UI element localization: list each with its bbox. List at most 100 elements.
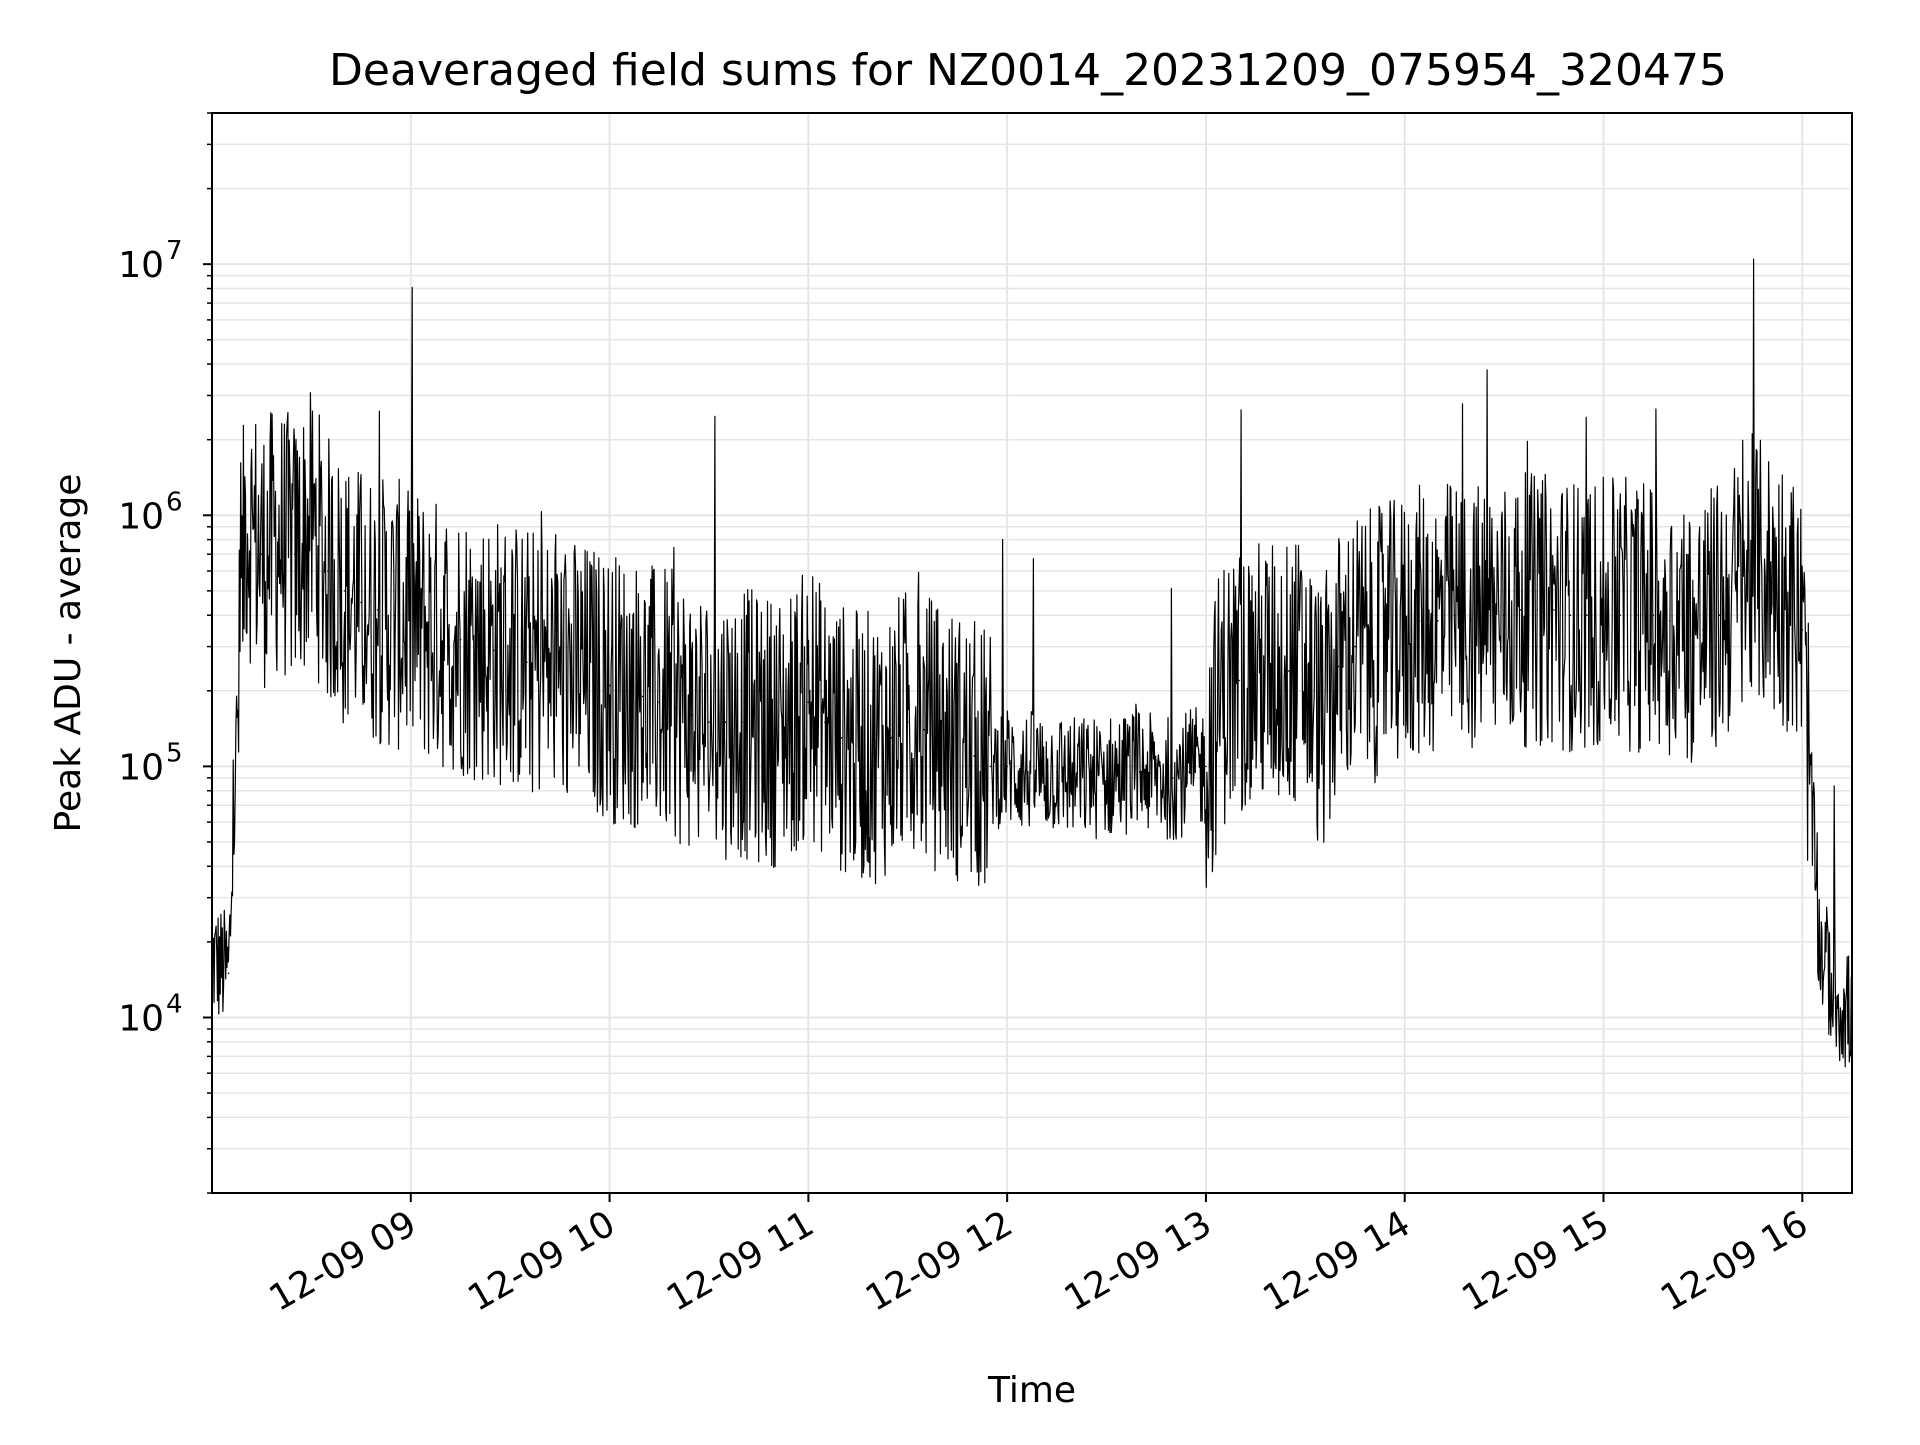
- series-point: [476, 645, 478, 648]
- series-point: [1553, 609, 1555, 611]
- series-point: [741, 721, 743, 723]
- series-point: [1685, 628, 1688, 631]
- series-point: [227, 972, 230, 975]
- series-point: [360, 601, 362, 604]
- series-point: [824, 721, 826, 723]
- y-tick-label: 10: [118, 747, 164, 788]
- series-point: [1619, 614, 1621, 617]
- series-point: [658, 701, 661, 704]
- y-tick-exponent: 6: [166, 487, 183, 517]
- series-point: [1784, 590, 1787, 592]
- series-point: [260, 553, 263, 555]
- series-point: [1635, 614, 1638, 617]
- y-tick-exponent: 5: [166, 738, 183, 768]
- series-point: [409, 619, 412, 622]
- series-point: [1089, 777, 1091, 779]
- series-point: [1586, 614, 1588, 617]
- series-point: [343, 590, 346, 592]
- series-point: [1718, 614, 1721, 617]
- x-axis-label: Time: [987, 1370, 1076, 1411]
- series-point: [592, 679, 594, 682]
- series-point: [1536, 609, 1539, 611]
- series-point: [1486, 614, 1489, 617]
- y-axis-label: Peak ADU - average: [48, 474, 89, 833]
- series-point: [1818, 941, 1820, 943]
- series-point: [1801, 628, 1804, 631]
- line-group: [211, 258, 1853, 1068]
- series-point: [1172, 777, 1174, 779]
- series-point: [310, 525, 313, 528]
- series-point: [724, 721, 727, 723]
- series-point: [1271, 674, 1274, 677]
- series-point: [1751, 570, 1754, 572]
- series-point: [575, 674, 578, 677]
- series-point: [525, 661, 528, 663]
- series-point: [1337, 665, 1340, 668]
- series-point: [1056, 771, 1058, 773]
- series-point: [1155, 777, 1158, 779]
- series-point: [1503, 614, 1505, 617]
- ticks: [203, 112, 1804, 1202]
- series-point: [1602, 614, 1605, 617]
- series-point: [542, 665, 545, 668]
- series-point: [1834, 996, 1837, 999]
- series-point: [376, 609, 379, 611]
- series-point: [1022, 771, 1025, 773]
- series-point: [277, 538, 280, 541]
- series-point: [459, 638, 462, 641]
- series-point: [757, 728, 760, 731]
- series-point: [1072, 777, 1075, 779]
- series-point: [708, 721, 710, 723]
- series-point: [1006, 765, 1008, 768]
- series-point: [1420, 619, 1423, 622]
- series-point: [774, 728, 777, 731]
- series-point: [1221, 689, 1224, 692]
- series-point: [1652, 614, 1655, 617]
- series-point: [1105, 777, 1108, 779]
- series-point: [675, 707, 677, 710]
- series-point: [906, 721, 909, 723]
- y-tick-label: 10: [118, 998, 164, 1039]
- y-tick-label: 10: [118, 496, 164, 537]
- chart-title: Deaveraged field sums for NZ0014_2023120…: [329, 45, 1727, 96]
- series-point: [1403, 628, 1406, 631]
- series-point: [989, 765, 992, 768]
- series-point: [393, 614, 396, 617]
- series-point: [890, 736, 892, 739]
- series-point: [443, 635, 445, 637]
- series-point: [625, 689, 627, 692]
- series-point: [1122, 771, 1124, 773]
- y-tick-exponent: 7: [166, 236, 183, 266]
- series-point: [691, 714, 694, 716]
- series-point: [1354, 645, 1356, 648]
- series-point: [1138, 771, 1141, 773]
- series-point: [1668, 619, 1671, 622]
- series-point: [1287, 670, 1290, 672]
- series-point: [940, 736, 942, 739]
- series-point: [426, 628, 429, 631]
- series-point: [327, 570, 329, 572]
- series-point: [294, 553, 296, 555]
- plot-frame: [211, 112, 1853, 1194]
- series-point: [492, 649, 495, 652]
- series-point: [790, 721, 793, 723]
- y-tick-exponent: 4: [166, 989, 183, 1019]
- y-tick-label: 10: [118, 245, 164, 286]
- series-point: [1254, 674, 1257, 677]
- series-point: [1470, 619, 1472, 622]
- series-point: [956, 745, 959, 748]
- series-point: [1569, 614, 1572, 617]
- series-point: [1453, 614, 1456, 617]
- series-point: [1304, 674, 1307, 677]
- series-point: [873, 745, 876, 748]
- series-point: [1321, 721, 1323, 723]
- series-line: [211, 258, 1853, 1068]
- series-point: [1387, 638, 1389, 641]
- series-point: [608, 684, 611, 687]
- series-point: [1370, 645, 1373, 648]
- series-point: [807, 701, 810, 704]
- series-point: [641, 695, 644, 698]
- series-point: [1519, 609, 1522, 611]
